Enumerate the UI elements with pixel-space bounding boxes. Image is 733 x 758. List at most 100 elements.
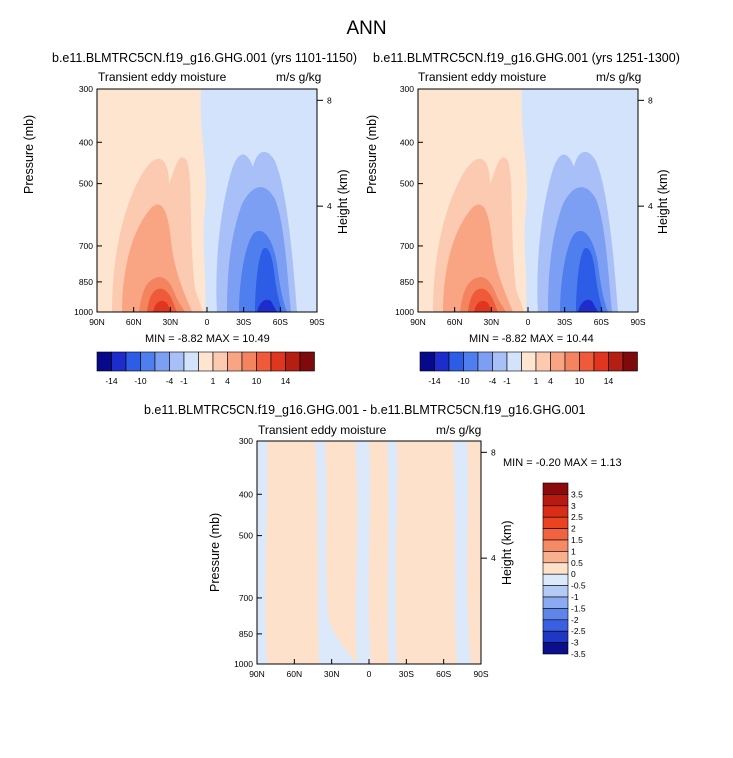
colorbar-diff-label: -1.5 (571, 603, 586, 613)
panel-3-xtick-label: 60S (436, 669, 451, 679)
colorbar-left-box (125, 351, 141, 372)
panel-1-right-tick-label: 4 (327, 201, 332, 211)
colorbar-diff-label: -0.5 (571, 581, 586, 591)
colorbar-right-box (608, 351, 624, 372)
panel-2-contour-p10 (474, 300, 492, 312)
panel-3-right-tick-label: 4 (491, 553, 496, 563)
colorbar-diff-box (542, 619, 569, 632)
colorbar-diff-box (542, 494, 569, 507)
panel-3-minmax: MIN = -0.20 MAX = 1.13 (503, 457, 622, 469)
panel-1-contour-p10 (153, 300, 171, 312)
colorbar-left-label: 10 (252, 376, 262, 386)
panel-2-left-string: Transient eddy moisture (418, 70, 547, 84)
colorbar-right-label: -14 (428, 376, 441, 386)
colorbar-diff-box (542, 539, 569, 552)
panel-2-xtick-label: 30S (557, 317, 572, 327)
panel-1-contour-p2 (122, 204, 192, 312)
colorbar-diff-label: 2.5 (571, 512, 583, 522)
colorbar-left-box (169, 351, 185, 372)
colorbar-diff-label: 3 (571, 501, 576, 511)
colorbar-left-label: 14 (281, 376, 291, 386)
colorbar-diff-box (542, 505, 569, 518)
panel-2-contour-p2 (443, 204, 513, 312)
colorbar-right-label: 14 (604, 376, 614, 386)
panel-1-xtick-label: 60N (126, 317, 142, 327)
panel-2-contour-n7 (576, 248, 603, 312)
colorbar-diff-label: -2.5 (571, 626, 586, 636)
panel-3-left-string: Transient eddy moisture (258, 423, 387, 437)
colorbar-right-box (434, 351, 450, 372)
panel-2-units: m/s g/kg (596, 70, 642, 84)
colorbar-left-box (212, 351, 228, 372)
colorbar-right-box (463, 351, 479, 372)
panel-1-xtick-label: 0 (205, 317, 210, 327)
panel-3-right-tick-label: 8 (491, 447, 496, 457)
colorbar-right-label: -1 (503, 376, 511, 386)
panel-2-xtick-label: 60S (594, 317, 609, 327)
panel-1-xtick-label: 90N (89, 317, 105, 327)
panel-3-xtick-label: 30N (324, 669, 340, 679)
panel-3-ylabel: Pressure (mb) (208, 512, 222, 592)
colorbar-diff-box (542, 608, 569, 621)
colorbar-left-box (111, 351, 127, 372)
colorbar-diff-box (542, 551, 569, 564)
colorbar-diff-label: -2 (571, 615, 579, 625)
colorbar-left-label: 1 (211, 376, 216, 386)
panel-1-ytick-label: 1000 (74, 307, 93, 317)
colorbar-right-box (492, 351, 508, 372)
panel-2-xtick-label: 90S (630, 317, 645, 327)
panel-3-xtick-label: 90S (473, 669, 488, 679)
panel-2-xtick-label: 0 (526, 317, 531, 327)
panel-1-ytick-label: 300 (79, 84, 93, 94)
colorbar-right-label: 1 (534, 376, 539, 386)
colorbar-right-box (477, 351, 493, 372)
colorbar-right-box (448, 351, 464, 372)
colorbar-diff-label: -3 (571, 638, 579, 648)
colorbar-right-box (622, 351, 638, 372)
panel-3-negative-strip-1 (257, 441, 268, 664)
panel-2-right-tick-label: 8 (648, 95, 653, 105)
colorbar-right-box (506, 351, 522, 372)
panel-2-title: b.e11.BLMTRC5CN.f19_g16.GHG.001 (yrs 125… (373, 51, 680, 65)
panel-1-ytick-label: 400 (79, 137, 93, 147)
panel-2-axes: 90N 60N 30N 0 30S 60S 90S 300 400 500 700 850 1000 8 4 (395, 84, 653, 327)
colorbar-diff-label: 1.5 (571, 535, 583, 545)
colorbar-left: -14 -10 -4 -1 1 4 10 14 (96, 351, 315, 386)
panel-2-plot (417, 88, 639, 313)
colorbar-diff-label: 2 (571, 524, 576, 534)
panel-1-contour-p7 (147, 288, 177, 312)
colorbar-right-label: -4 (489, 376, 497, 386)
colorbar-diff-label: -1 (571, 592, 579, 602)
colorbar-left-label: -10 (134, 376, 147, 386)
panel-3-xtick-label: 30S (399, 669, 414, 679)
panel-3-right-ylabel: Height (km) (500, 520, 514, 585)
panel-1-left-string: Transient eddy moisture (98, 70, 227, 84)
panel-3-title: b.e11.BLMTRC5CN.f19_g16.GHG.001 - b.e11.… (144, 403, 586, 417)
colorbar-left-box (241, 351, 257, 372)
colorbar-left-box (299, 351, 315, 372)
panel-3-axes: 90N 60N 30N 0 30S 60S 90S 300 400 500 700 850 1000 8 4 (234, 436, 496, 679)
panel-3-negative-strip-2 (315, 441, 357, 664)
colorbar-diff-box (542, 516, 569, 529)
panel-1-right-tick-label: 8 (327, 95, 332, 105)
panel-2-ytick-label: 850 (400, 277, 414, 287)
colorbar-diff-box (542, 630, 569, 643)
panel-1-xtick-label: 90S (309, 317, 324, 327)
panel-1-ytick-label: 500 (79, 179, 93, 189)
panel-3-xtick-label: 0 (367, 669, 372, 679)
colorbar-left-label: 4 (225, 376, 230, 386)
colorbar-right-box (535, 351, 551, 372)
panel-2-xtick-label: 60N (447, 317, 463, 327)
panel-2-ylabel: Pressure (mb) (365, 114, 379, 194)
page-title: ANN (346, 18, 387, 39)
panel-2-ytick-label: 500 (400, 179, 414, 189)
colorbar-diff: 3.5 32.5 21.51 0.50 -0.5-1-1.5 -2-2.5 -3-3.5 (542, 482, 586, 659)
colorbar-right-box (419, 351, 435, 372)
colorbar-left-box (96, 351, 112, 372)
panel-3-xtick-label: 60N (287, 669, 303, 679)
panel-1-plot (96, 88, 318, 313)
colorbar-diff-label: 3.5 (571, 489, 583, 499)
colorbar-diff-label: 1 (571, 546, 576, 556)
colorbar-diff-box (542, 573, 569, 586)
